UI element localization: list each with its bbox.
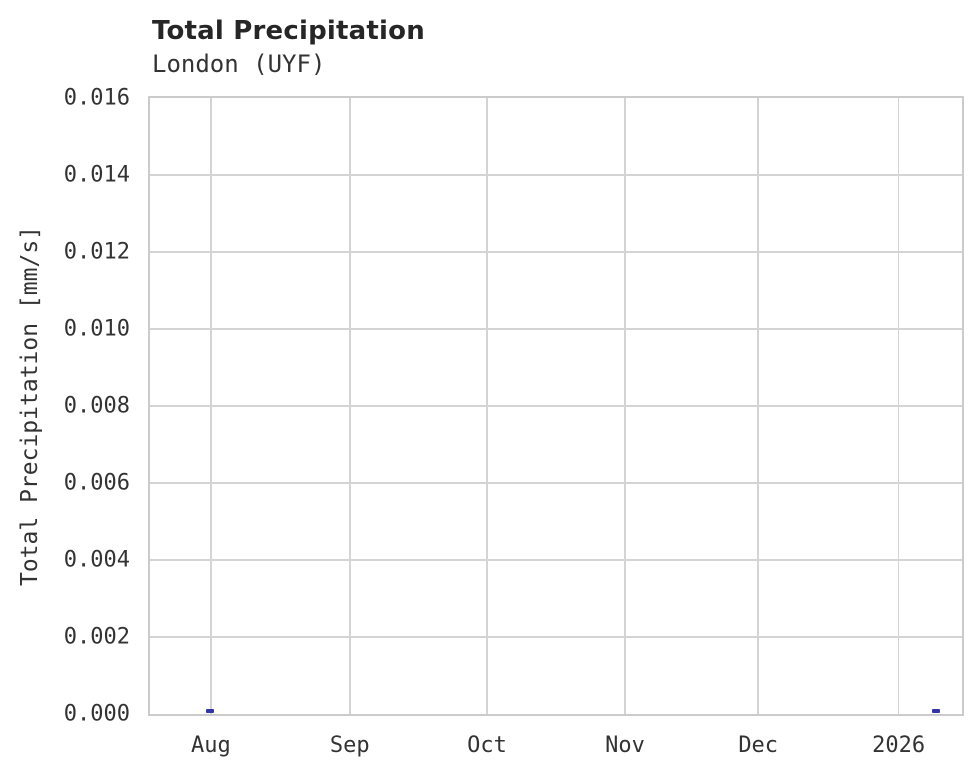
gridline-h <box>150 328 962 330</box>
data-mark <box>206 709 215 713</box>
gridline-v <box>486 98 488 714</box>
gridline-v <box>897 98 900 714</box>
x-tick-label: Aug <box>191 733 231 758</box>
y-axis-label: Total Precipitation [mm/s] <box>17 225 43 587</box>
y-tick-label: 0.002 <box>63 624 130 650</box>
data-mark <box>932 709 941 713</box>
gridline-h <box>150 174 962 176</box>
gridline-v <box>757 98 759 714</box>
y-tick-label: 0.016 <box>63 85 130 111</box>
plot-area <box>148 96 964 716</box>
gridline-h <box>150 559 962 561</box>
y-tick-label: 0.004 <box>63 547 130 573</box>
chart-subtitle: London (UYF) <box>152 50 326 78</box>
chart-title: Total Precipitation <box>152 16 425 46</box>
x-tick-label: Sep <box>329 733 370 758</box>
gridline-h <box>150 405 962 407</box>
gridline-v <box>348 98 351 714</box>
gridline-h <box>150 636 962 638</box>
y-tick-label: 0.006 <box>63 470 130 496</box>
gridline-h <box>150 482 962 484</box>
x-tick-label: Oct <box>467 733 507 758</box>
y-tick-label: 0.000 <box>63 701 130 727</box>
x-tick-label: Nov <box>605 733 645 758</box>
y-tick-label: 0.012 <box>63 239 130 265</box>
gridline-h <box>150 251 962 253</box>
y-tick-label: 0.010 <box>63 316 130 342</box>
gridline-v <box>210 98 212 714</box>
y-tick-label: 0.008 <box>63 393 130 419</box>
y-tick-label: 0.014 <box>63 162 130 188</box>
x-tick-label: 2026 <box>872 733 926 758</box>
gridline-v <box>624 98 626 714</box>
x-tick-label: Dec <box>738 733 779 758</box>
